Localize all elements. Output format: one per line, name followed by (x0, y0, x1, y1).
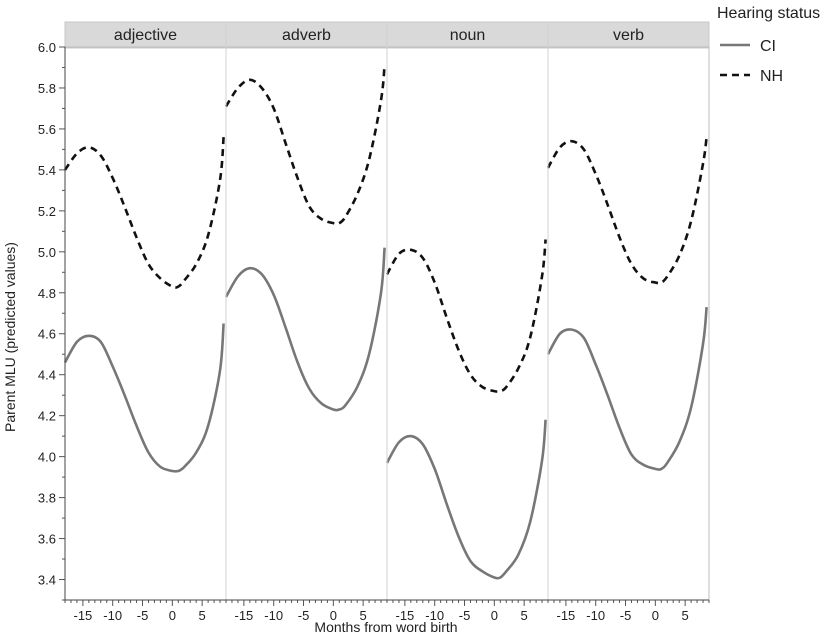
panel-strip (386, 21, 549, 49)
y-tick-label: 4.0 (38, 450, 56, 465)
y-tick-label: 6.0 (38, 40, 56, 55)
y-tick-label: 3.6 (38, 532, 56, 547)
x-axis-label: Months from word birth (314, 619, 457, 635)
series-line-ci-verb (546, 306, 708, 471)
x-tick-label: 5 (360, 608, 367, 623)
series-line-ci-adverb (224, 247, 386, 412)
x-tick-label: -10 (425, 608, 444, 623)
x-tick-label: -10 (264, 608, 283, 623)
panel-strip-label: verb (613, 27, 644, 44)
x-tick-label: -15 (234, 608, 253, 623)
panel-strip-label: noun (450, 27, 486, 44)
series-line-ci-noun (385, 419, 547, 580)
x-tick-label: 5 (199, 608, 206, 623)
y-tick-label: 4.6 (38, 327, 56, 342)
y-tick-label: 4.2 (38, 409, 56, 424)
y-tick-label: 3.8 (38, 491, 56, 506)
x-tick-label: 0 (491, 608, 498, 623)
y-axis: 3.4 3.6 3.8 4.0 4.2 4.4 4.6 4.8 5.0 5.2 5.4 5.6 5.8 6… (38, 40, 66, 601)
panel-adverb: adverb (224, 21, 388, 412)
series-line-nh-noun (385, 239, 547, 393)
series-line-ci-adjective (63, 323, 225, 473)
panel-strip (547, 21, 710, 49)
panel-strip (64, 21, 227, 49)
x-tick-label: -15 (556, 608, 575, 623)
x-tick-label: -10 (586, 608, 605, 623)
x-tick-label: 0 (330, 608, 337, 623)
x-tick-label: -10 (103, 608, 122, 623)
x-tick-label: -5 (620, 608, 632, 623)
x-tick-label: 0 (169, 608, 176, 623)
y-axis-label: Parent MLU (predicted values) (2, 242, 18, 432)
x-tick-label: -5 (298, 608, 310, 623)
x-tick-label: -5 (459, 608, 471, 623)
y-tick-label: 5.2 (38, 204, 56, 219)
series-line-nh-adverb (224, 65, 386, 226)
panels-layer: adjective adverb noun verb (63, 21, 710, 601)
series-line-nh-adjective (63, 136, 225, 289)
y-tick-label: 5.4 (38, 163, 56, 178)
series-line-nh-verb (546, 136, 708, 285)
legend-label-ci: CI (760, 38, 776, 55)
legend: Hearing status CI NH (717, 5, 820, 85)
panel-noun: noun (385, 21, 549, 580)
x-tick-label: 0 (652, 608, 659, 623)
y-tick-label: 4.8 (38, 286, 56, 301)
y-tick-label: 5.6 (38, 122, 56, 137)
panel-strip-label: adverb (282, 27, 331, 44)
y-tick-label: 4.4 (38, 368, 56, 383)
legend-title: Hearing status (717, 5, 820, 22)
x-tick-label: 5 (682, 608, 689, 623)
y-tick-label: 5.0 (38, 245, 56, 260)
legend-label-nh: NH (760, 68, 783, 85)
x-tick-label: 5 (521, 608, 528, 623)
panel-adjective: adjective (63, 21, 227, 473)
x-tick-label: -5 (137, 608, 149, 623)
panel-strip (225, 21, 388, 49)
panel-verb: verb (546, 21, 710, 471)
x-axis: -15 -10 -5 0 5 -15 -10 -5 0 5 -15 -10 -5 0 5 -15 -10 -5 0 5 (64, 599, 710, 623)
x-tick-label: -15 (73, 608, 92, 623)
y-tick-label: 3.4 (38, 573, 56, 588)
x-tick-label: -15 (395, 608, 414, 623)
panel-strip-label: adjective (114, 27, 177, 44)
y-tick-label: 5.8 (38, 81, 56, 96)
